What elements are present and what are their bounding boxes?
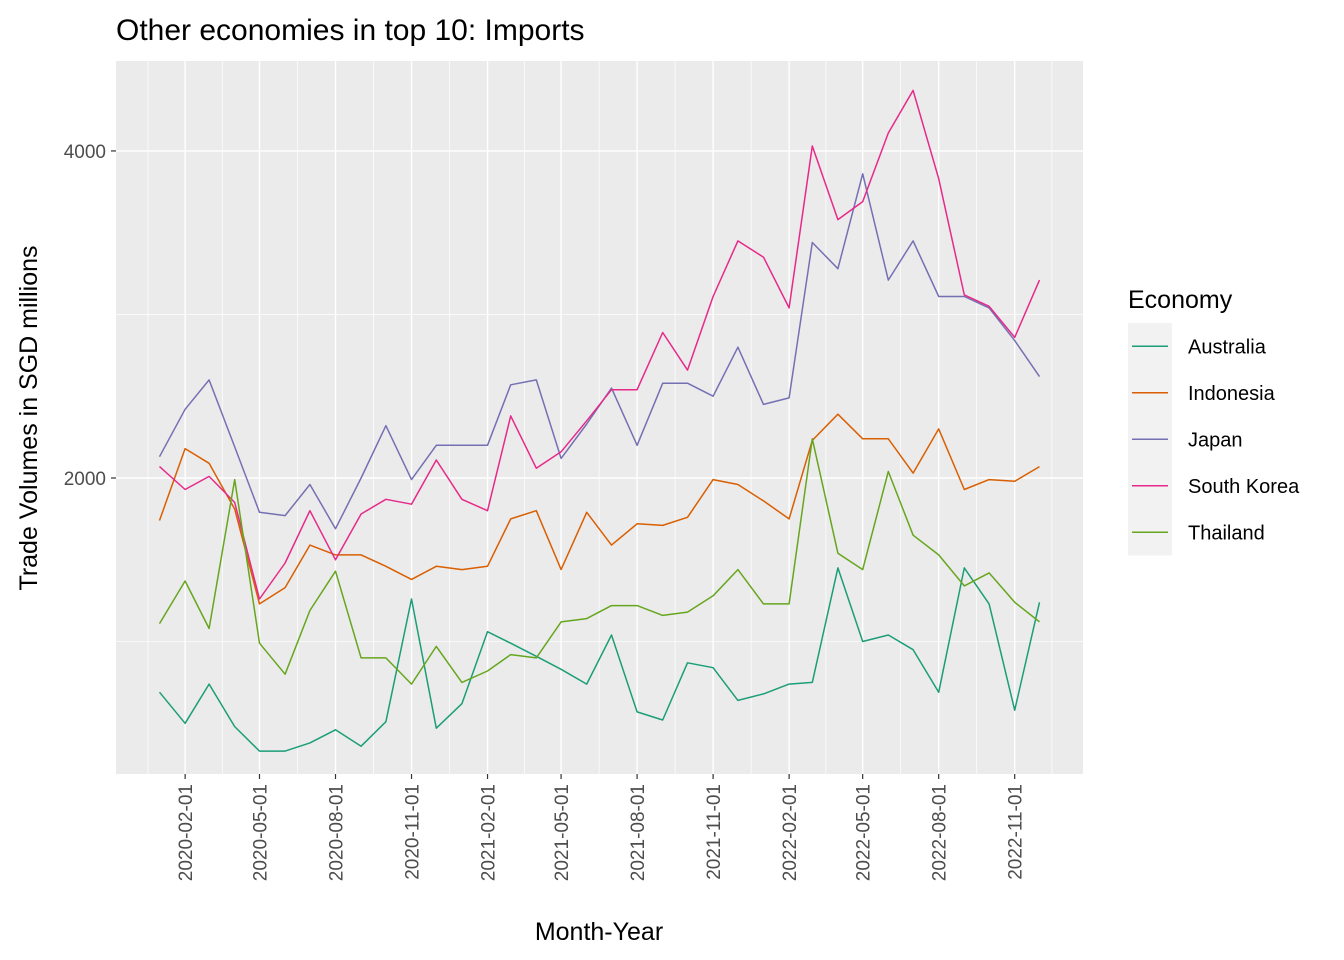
series-line-indonesia [158, 413, 1040, 605]
legend-label: South Korea [1188, 476, 1300, 498]
series-line-south-korea [158, 89, 1041, 600]
y-axis-title: Trade Volumes in SGD millions [15, 245, 43, 590]
y-axis: 2000 4000 [64, 142, 116, 490]
x-tick-label: 2021-02-01 [479, 784, 500, 881]
legend-label: Australia [1188, 336, 1267, 358]
legend-label: Indonesia [1188, 383, 1276, 405]
x-tick-label: 2022-08-01 [930, 784, 951, 881]
x-tick-label: 2021-08-01 [628, 784, 649, 881]
chart-title: Other economies in top 10: Imports [116, 14, 585, 47]
series-line-thailand [158, 438, 1040, 685]
minor-gridlines [116, 61, 1083, 774]
y-tick-label: 4000 [64, 142, 106, 163]
series-lines [158, 89, 1041, 752]
legend: Economy Australia Indonesia Japan South Kor… [1128, 286, 1300, 556]
legend-title: Economy [1128, 286, 1233, 314]
x-tick-label: 2020-11-01 [403, 784, 424, 880]
y-tick-label: 2000 [64, 469, 106, 490]
plot-panel [116, 61, 1083, 774]
legend-items: Australia Indonesia Japan South Korea Thaila… [1128, 323, 1300, 556]
x-axis: 2020-02-01 2020-05-01 2020-08-01 2020-11-01… [176, 774, 1027, 881]
major-gridlines [116, 61, 1083, 774]
x-tick-label: 2020-08-01 [327, 784, 348, 881]
x-tick-label: 2022-11-01 [1006, 784, 1027, 880]
series-line-australia [158, 567, 1041, 752]
x-tick-label: 2021-11-01 [704, 784, 725, 880]
legend-label: Japan [1188, 429, 1243, 451]
x-tick-label: 2021-05-01 [552, 784, 573, 881]
x-tick-label: 2020-05-01 [250, 784, 271, 881]
legend-label: Thailand [1188, 522, 1265, 544]
x-tick-label: 2022-02-01 [780, 784, 801, 881]
x-tick-label: 2020-02-01 [176, 784, 197, 881]
x-tick-label: 2022-05-01 [854, 784, 875, 881]
x-axis-title: Month-Year [535, 918, 663, 946]
